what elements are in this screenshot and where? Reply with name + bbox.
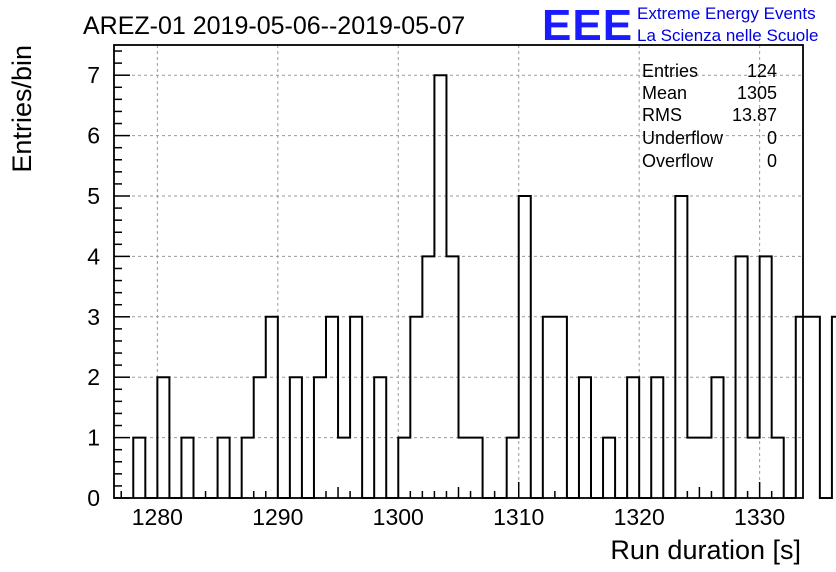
- stats-value-entries: 124: [747, 61, 777, 81]
- stats-label-overflow: Overflow: [642, 151, 714, 171]
- stats-value-overflow: 0: [767, 151, 777, 171]
- logo-line-1: Extreme Energy Events: [637, 4, 816, 23]
- stats-value-mean: 1305: [737, 83, 777, 103]
- y-tick-label: 0: [87, 485, 100, 511]
- x-tick-label: 1310: [493, 504, 544, 530]
- y-tick-label: 4: [87, 243, 100, 269]
- stats-label-rms: RMS: [642, 105, 682, 125]
- y-tick-label: 2: [87, 364, 100, 390]
- y-tick-label: 7: [87, 62, 100, 88]
- stats-row-underflow: Underflow 0: [642, 128, 777, 148]
- stats-value-underflow: 0: [767, 128, 777, 148]
- stats-value-rms: 13.87: [732, 105, 777, 125]
- stats-row-rms: RMS 13.87: [642, 105, 777, 125]
- histogram-outline: [132, 74, 836, 499]
- y-axis-label: Entries/bin: [7, 45, 37, 173]
- stats-label-mean: Mean: [642, 83, 687, 103]
- logo-line-2: La Scienza nelle Scuole: [637, 26, 818, 45]
- y-axis-ticks: 0 1 2 3 4 5 6 7: [87, 50, 130, 511]
- y-tick-label: 1: [87, 425, 100, 451]
- eee-logo-mark: EEE: [542, 1, 633, 50]
- stats-label-underflow: Underflow: [642, 128, 724, 148]
- x-tick-label: 1290: [252, 504, 303, 530]
- y-tick-label: 6: [87, 123, 100, 149]
- eee-logo: EEE Extreme Energy Events La Scienza nel…: [542, 1, 818, 50]
- x-tick-label: 1320: [614, 504, 665, 530]
- stats-row-entries: Entries 124: [642, 61, 777, 81]
- stats-box: Entries 124 Mean 1305 RMS 13.87 Underflo…: [642, 61, 777, 171]
- x-axis-label: Run duration [s]: [610, 535, 801, 565]
- y-tick-label: 3: [87, 304, 100, 330]
- stats-row-overflow: Overflow 0: [642, 151, 777, 171]
- chart-title: AREZ-01 2019-05-06--2019-05-07: [83, 12, 465, 40]
- y-tick-label: 5: [87, 183, 100, 209]
- stats-row-mean: Mean 1305: [642, 83, 777, 103]
- x-tick-label: 1280: [132, 504, 183, 530]
- stats-label-entries: Entries: [642, 61, 698, 81]
- x-tick-label: 1300: [373, 504, 424, 530]
- x-tick-label: 1330: [734, 504, 785, 530]
- x-axis-ticks: 1280 1290 1300 1310 1320 1330: [120, 482, 797, 530]
